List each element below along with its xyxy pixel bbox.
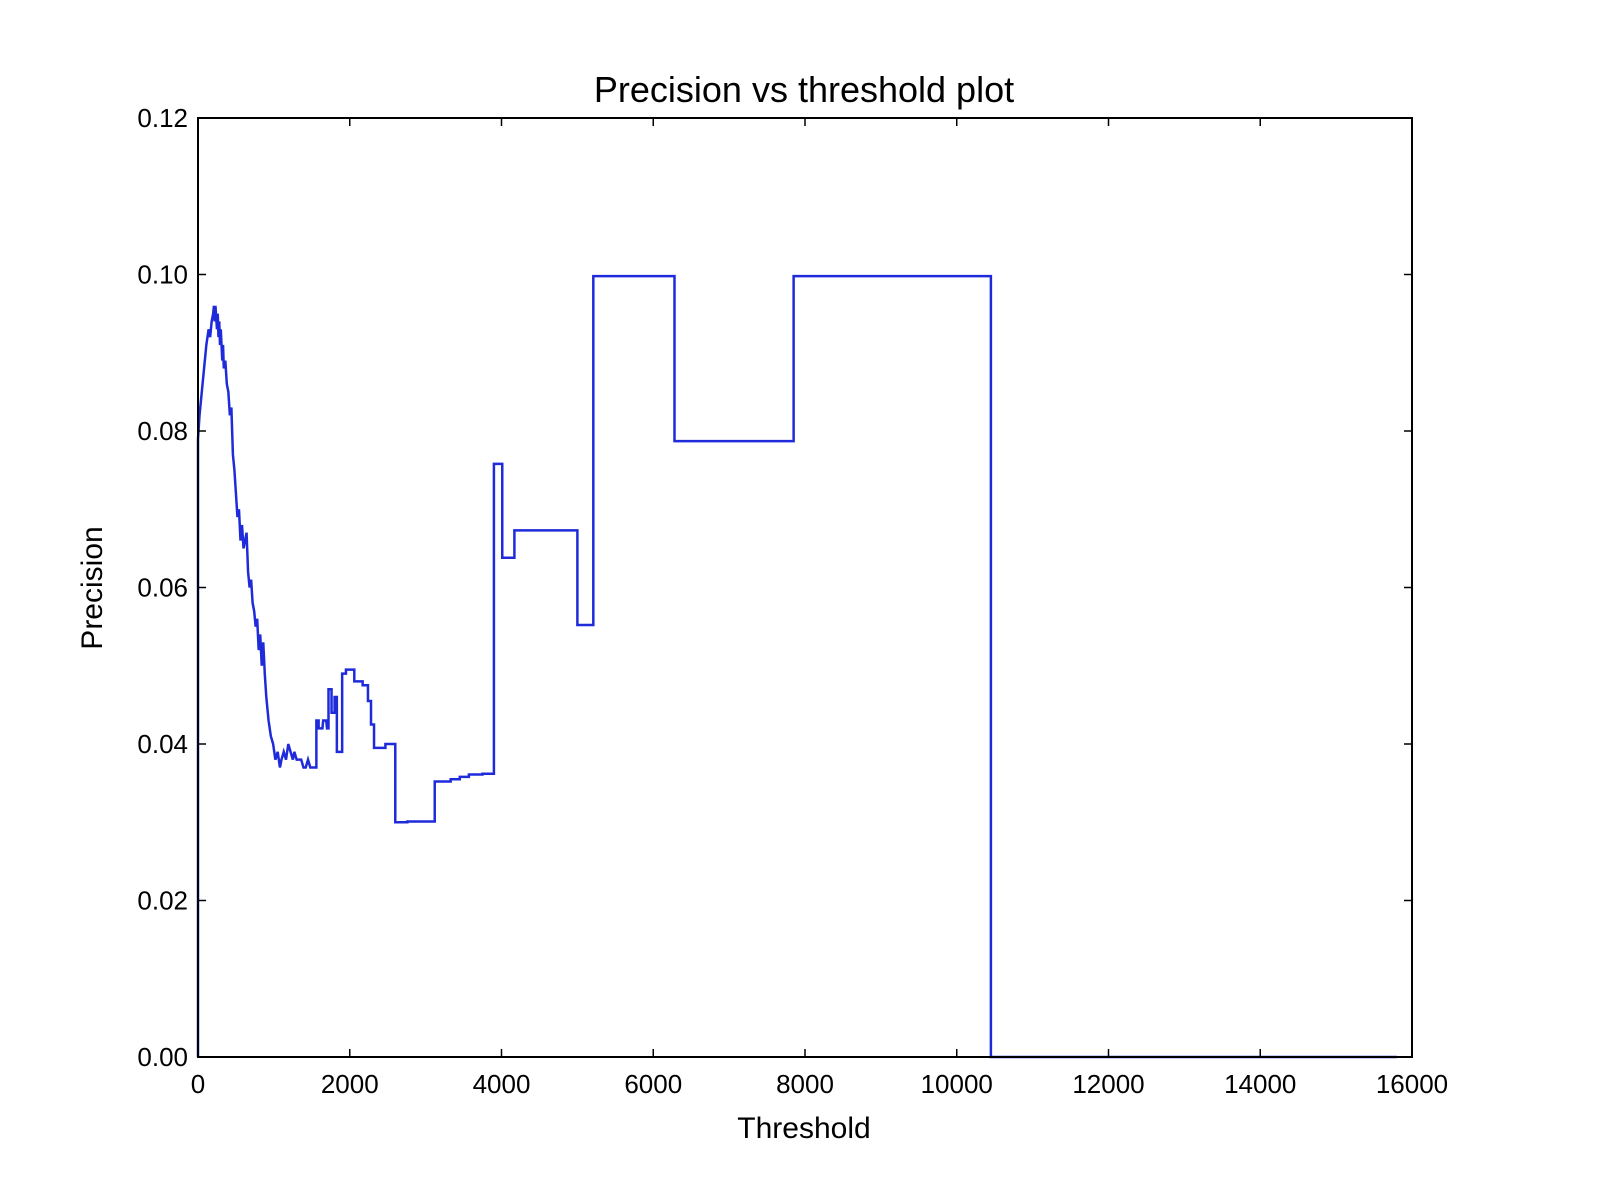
x-tick-label: 10000 [921, 1069, 993, 1099]
x-tick-label: 14000 [1224, 1069, 1296, 1099]
y-tick-label: 0.12 [137, 103, 188, 133]
x-tick-label: 16000 [1376, 1069, 1448, 1099]
y-tick-label: 0.08 [137, 416, 188, 446]
x-tick-label: 2000 [321, 1069, 379, 1099]
y-tick-label: 0.00 [137, 1042, 188, 1072]
plot-area [196, 274, 1397, 1059]
y-axis-label: Precision [76, 526, 109, 649]
series-line [196, 274, 1397, 1059]
x-tick-label: 8000 [776, 1069, 834, 1099]
plot-frame [197, 117, 1413, 1058]
x-axis-label: Threshold [737, 1112, 870, 1145]
y-tick-label: 0.06 [137, 573, 188, 603]
x-tick-label: 4000 [473, 1069, 531, 1099]
x-tick-label: 0 [191, 1069, 205, 1099]
y-tick-label: 0.10 [137, 260, 188, 290]
y-tick-label: 0.04 [137, 729, 188, 759]
chart-title: Precision vs threshold plot [594, 69, 1014, 110]
x-tick-label: 12000 [1072, 1069, 1144, 1099]
y-tick-label: 0.02 [137, 886, 188, 916]
x-tick-label: 6000 [624, 1069, 682, 1099]
axis-tick-labels: 0 2000 4000 6000 8000 10000 12000 14000 16000 0.0… [137, 103, 1448, 1099]
axis-ticks [197, 117, 1413, 1058]
